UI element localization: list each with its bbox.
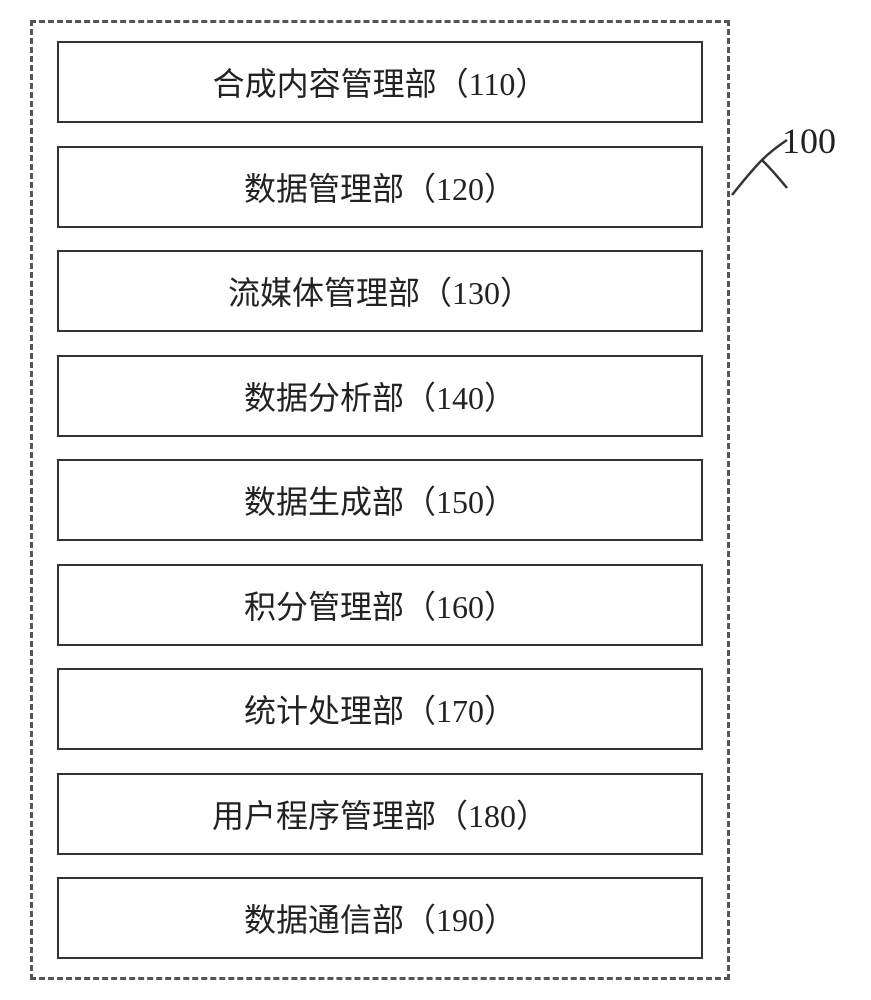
block-label: 数据管理部（120）: [244, 164, 516, 210]
block-label: 数据通信部（190）: [244, 895, 516, 941]
block-130: 流媒体管理部（130）: [57, 250, 703, 332]
block-110: 合成内容管理部（110）: [57, 41, 703, 123]
block-label: 流媒体管理部（130）: [228, 268, 532, 314]
block-140: 数据分析部（140）: [57, 355, 703, 437]
block-label: 合成内容管理部（110）: [213, 59, 548, 105]
block-label: 数据生成部（150）: [244, 477, 516, 523]
block-label: 积分管理部（160）: [244, 582, 516, 628]
block-label: 用户程序管理部（180）: [212, 791, 548, 837]
system-container: 合成内容管理部（110） 数据管理部（120） 流媒体管理部（130） 数据分析…: [30, 20, 730, 980]
block-180: 用户程序管理部（180）: [57, 773, 703, 855]
block-190: 数据通信部（190）: [57, 877, 703, 959]
block-label: 统计处理部（170）: [244, 686, 516, 732]
block-170: 统计处理部（170）: [57, 668, 703, 750]
block-150: 数据生成部（150）: [57, 459, 703, 541]
block-120: 数据管理部（120）: [57, 146, 703, 228]
block-160: 积分管理部（160）: [57, 564, 703, 646]
outer-label: 100: [782, 120, 836, 162]
block-label: 数据分析部（140）: [244, 373, 516, 419]
